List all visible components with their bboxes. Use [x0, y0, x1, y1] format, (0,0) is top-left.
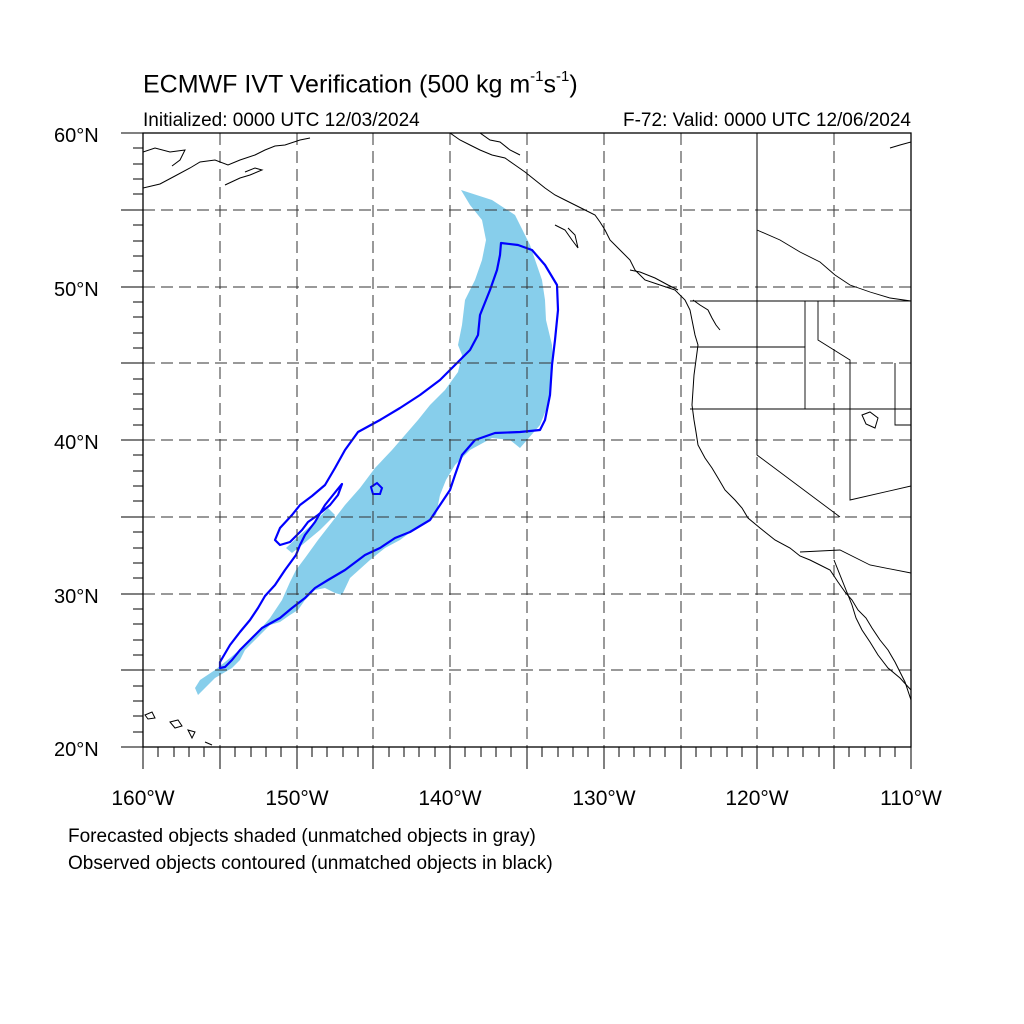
chart-title: ECMWF IVT Verification (500 kg m-1s-1)	[143, 68, 578, 99]
coastlines	[143, 133, 911, 746]
lat-label-20: 20°N	[54, 739, 99, 761]
lon-label-160w: 160°W	[111, 787, 174, 810]
forecast-legend-note: Forecasted objects shaded (unmatched obj…	[68, 826, 536, 847]
valid-time-label: F-72: Valid: 0000 UTC 12/06/2024	[623, 110, 911, 131]
lat-lon-grid	[143, 133, 911, 747]
observed-ivt-contour	[218, 241, 560, 670]
observed-ivt-contour-small	[369, 481, 384, 495]
lat-label-50: 50°N	[54, 279, 99, 301]
lon-label-120w: 120°W	[725, 787, 788, 810]
lon-label-150w: 150°W	[265, 787, 328, 810]
observed-legend-note: Observed objects contoured (unmatched ob…	[68, 853, 553, 874]
initialized-label: Initialized: 0000 UTC 12/03/2024	[143, 110, 420, 131]
forecast-ivt-object-fragment	[286, 508, 335, 553]
lat-label-40: 40°N	[54, 432, 99, 454]
lon-label-130w: 130°W	[572, 787, 635, 810]
lat-label-60: 60°N	[54, 125, 99, 147]
lat-label-30: 30°N	[54, 586, 99, 608]
forecast-ivt-object	[195, 190, 553, 695]
axis-ticks	[121, 132, 912, 769]
lon-label-110w: 110°W	[880, 787, 942, 810]
lon-label-140w: 140°W	[418, 787, 481, 810]
state-borders	[690, 133, 911, 574]
